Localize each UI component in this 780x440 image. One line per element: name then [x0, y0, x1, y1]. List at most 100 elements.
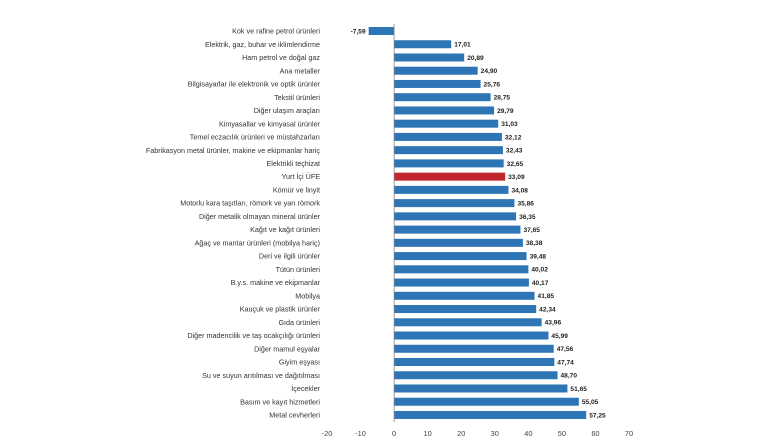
value-label: 37,65 — [523, 227, 540, 234]
bar — [394, 132, 502, 141]
bar — [394, 40, 452, 49]
bar — [394, 93, 491, 102]
x-tick-label: -10 — [355, 429, 366, 438]
x-tick-label: 70 — [625, 429, 633, 438]
value-label: 34,08 — [511, 187, 528, 194]
bars-group — [368, 27, 587, 419]
value-label: 40,02 — [531, 267, 548, 274]
bar — [394, 238, 523, 247]
x-tick-label: 60 — [591, 429, 599, 438]
bar — [394, 212, 517, 221]
category-label: Metal cevherleri — [269, 411, 320, 420]
category-label: Basım ve kayıt hizmetleri — [240, 397, 320, 406]
bar — [394, 265, 529, 274]
value-label: 31,03 — [501, 121, 518, 128]
category-label: Tütün ürünleri — [276, 265, 321, 274]
bar — [394, 225, 521, 234]
category-label: Tekstil ürünleri — [274, 93, 320, 102]
value-label: 29,79 — [497, 108, 514, 115]
category-label: Gıda ürünleri — [278, 318, 320, 327]
value-label: 32,65 — [507, 161, 524, 168]
category-label: Kimyasallar ve kimyasal ürünler — [219, 119, 321, 128]
bar — [394, 318, 542, 327]
x-tick-label: -20 — [322, 429, 333, 438]
category-label: Temel eczacılık ürünleri ve müstahzarlar… — [190, 133, 320, 142]
category-label: Kömür ve linyit — [273, 185, 320, 194]
category-label: Diğer metalik olmayan mineral ürünler — [199, 212, 321, 221]
category-label: Kok ve rafine petrol ürünleri — [232, 27, 320, 36]
category-label: Ana metaller — [280, 66, 321, 75]
x-tick-label: 50 — [558, 429, 566, 438]
value-label: 20,89 — [467, 55, 484, 62]
bar — [394, 66, 478, 75]
value-label: 45,99 — [551, 333, 568, 340]
bar — [394, 384, 568, 393]
category-label: Ham petrol ve doğal gaz — [242, 53, 320, 62]
value-label: 17,01 — [454, 42, 471, 49]
value-label: 55,05 — [582, 399, 599, 406]
bar — [394, 119, 499, 128]
bar — [394, 53, 465, 62]
bar — [394, 278, 529, 287]
value-label: -7,59 — [351, 28, 366, 35]
category-label: Mobilya — [295, 291, 320, 300]
bar — [394, 331, 549, 340]
bar — [394, 106, 495, 115]
value-label: 40,17 — [532, 280, 549, 287]
x-tick-label: 20 — [457, 429, 465, 438]
category-label: Motorlu kara taşıtları, römork ve yarı r… — [180, 199, 320, 208]
bar — [394, 172, 506, 181]
category-label: Kağıt ve kağıt ürünleri — [250, 225, 320, 234]
value-label: 28,75 — [494, 95, 511, 102]
category-label: Yurt İçi ÜFE — [282, 172, 321, 181]
value-label: 25,76 — [484, 81, 501, 88]
value-label: 39,48 — [530, 253, 547, 260]
value-labels-group: -7,59 17,01 20,89 24,90 25,76 28,75 29,79 31,03… — [351, 28, 606, 419]
category-label: Elektrikli teçhizat — [266, 159, 320, 168]
value-label: 47,74 — [557, 359, 574, 366]
bar — [394, 199, 515, 208]
x-tick-label: 40 — [524, 429, 532, 438]
bar — [394, 371, 558, 380]
category-label: Giyim eşyası — [279, 358, 320, 367]
bar — [394, 305, 537, 314]
category-label: Bilgisayarlar ile elektronik ve optik ür… — [188, 80, 321, 89]
x-tick-label: 30 — [491, 429, 499, 438]
category-label: Ağaç ve mantar ürünleri (mobilya hariç) — [195, 238, 320, 247]
value-label: 57,25 — [589, 412, 606, 419]
bar — [394, 397, 579, 406]
value-label: 24,90 — [481, 68, 498, 75]
category-label: İçecekler — [291, 384, 320, 393]
category-label: B.y.s. makine ve ekipmanlar — [231, 278, 321, 287]
value-label: 43,96 — [545, 320, 562, 327]
value-label: 47,56 — [557, 346, 574, 353]
value-label: 36,35 — [519, 214, 536, 221]
bar — [394, 146, 503, 155]
bar — [394, 358, 555, 366]
value-label: 32,43 — [506, 148, 523, 155]
x-tick-label: 0 — [392, 429, 396, 438]
category-label: Kauçuk ve plastik ürünler — [240, 305, 321, 314]
category-label: Su ve suyun arıtılması ve dağıtılması — [202, 371, 320, 380]
bar — [394, 410, 587, 419]
bar — [394, 79, 481, 88]
bar — [394, 344, 554, 353]
category-label: Diğer madencilik ve taş ocakçılığı ürünl… — [187, 331, 320, 340]
category-labels-group: Kok ve rafine petrol ürünleri Elektrik, g… — [146, 27, 321, 420]
x-tick-label: 10 — [424, 429, 432, 438]
category-label: Elektrik, gaz, buhar ve iklimlendirme — [205, 40, 320, 49]
category-label: Diğer ulaşım araçları — [254, 106, 320, 115]
category-label: Diğer mamul eşyalar — [254, 344, 321, 353]
value-label: 42,34 — [539, 306, 556, 313]
bar — [394, 252, 527, 261]
category-label: Deri ve ilgili ürünler — [259, 252, 321, 261]
bar — [368, 27, 395, 35]
category-label: Fabrikasyon metal ürünler, makine ve eki… — [146, 146, 321, 155]
value-label: 35,86 — [517, 201, 534, 208]
x-axis-ticks-group: -20 -10 0 10 20 30 40 50 60 70 — [322, 429, 633, 438]
value-label: 51,65 — [570, 386, 587, 393]
value-label: 32,12 — [505, 134, 522, 141]
value-label: 41,85 — [538, 293, 555, 300]
value-label: 48,70 — [561, 373, 578, 380]
bar — [394, 185, 509, 194]
